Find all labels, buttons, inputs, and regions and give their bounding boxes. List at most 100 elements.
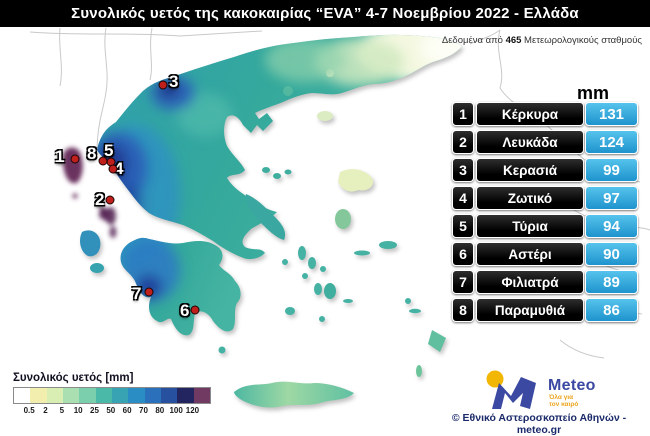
logo-m-icon: [492, 377, 536, 409]
value-cell: 94: [585, 214, 638, 238]
colorbar-segment: [79, 388, 96, 403]
logo-tagline-line1: Όλα για: [549, 394, 574, 401]
coastal-purple-zone: [106, 207, 116, 225]
colorbar-segment: [111, 388, 129, 403]
value-cell: 131: [585, 102, 638, 126]
paxi-island: [72, 193, 78, 199]
ikaria-island: [354, 250, 370, 256]
legend-tick: 5: [59, 406, 65, 415]
rank-cell: 1: [452, 102, 474, 126]
legend-ticks: 0.5 2 5 10 25 50 60 70 80 100 120: [13, 404, 217, 415]
station-name-cell: Φιλιατρά: [476, 270, 584, 294]
legend-tick: 100: [169, 406, 183, 415]
station-name-cell: Τύρια: [476, 214, 584, 238]
landmass-group: [80, 34, 462, 408]
table-row: 5 Τύρια 94: [452, 214, 642, 238]
milos-island: [285, 307, 295, 315]
colorbar-segment: [160, 388, 178, 403]
station-marker-label: 7: [132, 284, 142, 303]
chios-island: [335, 209, 351, 229]
title-bar: Συνολικός υετός της κακοκαιρίας “EVA” 4-…: [0, 0, 650, 27]
rank-table: 1 Κέρκυρα 131 2 Λευκάδα 124 3 Κερασιά 99…: [452, 102, 642, 326]
colorbar-segment: [128, 388, 145, 403]
station-marker-dot: [190, 305, 200, 315]
station-marker-label: 2: [95, 190, 105, 209]
data-source-note: Δεδομένα από 465 Μετεωρολογικούς σταθμού…: [442, 35, 642, 46]
table-row: 2 Λευκάδα 124: [452, 130, 642, 154]
legend-tick: 80: [155, 406, 165, 415]
syros-island: [302, 273, 308, 279]
station-marker-label: 6: [180, 301, 190, 320]
logo-yellow-dot: [486, 370, 504, 388]
station-marker-label: 8: [87, 144, 97, 163]
station-count: 465: [505, 35, 522, 46]
colorbar-segment: [144, 388, 161, 403]
data-source-prefix: Δεδομένα από: [441, 35, 506, 46]
kalymnos-island: [405, 298, 411, 304]
rank-cell: 2: [452, 130, 474, 154]
logo-tagline: Όλα για τον καιρό: [549, 394, 578, 408]
legend-tick: 10: [73, 406, 83, 415]
legend-tick: 0.5: [23, 406, 35, 415]
sporades-island: [284, 169, 292, 175]
table-row: 6 Αστέρι 90: [452, 242, 642, 266]
naxos-island: [324, 283, 336, 299]
station-marker-dot: [144, 287, 154, 297]
colorbar-segment: [46, 388, 63, 403]
colorbar-segment: [95, 388, 112, 403]
value-cell: 90: [585, 242, 638, 266]
mykonos-island: [320, 266, 326, 272]
colorbar-segment: [30, 388, 47, 403]
santorini-island: [319, 316, 325, 322]
unit-header: mm: [576, 83, 609, 103]
station-marker-dot: [105, 195, 115, 205]
table-row: 8 Παραμυθιά 86: [452, 298, 642, 322]
station-marker-label: 5: [104, 141, 114, 160]
colorbar-segment: [193, 388, 210, 403]
station-marker-dot: [158, 80, 168, 90]
station-marker-dot: [108, 164, 118, 174]
kos-island: [409, 308, 421, 314]
crete-island: [234, 381, 354, 408]
value-cell: 89: [585, 270, 638, 294]
lesbos-island: [338, 169, 374, 192]
corfu-island: [62, 147, 83, 184]
amorgos-island: [343, 299, 353, 303]
station-marker-dot: [70, 154, 80, 164]
zakynthos-island: [90, 263, 104, 273]
value-cell: 97: [585, 186, 638, 210]
station-name-cell: Κέρκυρα: [476, 102, 584, 126]
rainfall-intensity-overlay: [97, 34, 462, 302]
legend-tick: 120: [185, 406, 200, 415]
legend-title: Συνολικός υετός [mm]: [13, 372, 134, 384]
colorbar-segment: [14, 388, 31, 403]
value-cell: 86: [585, 298, 638, 322]
euboea-island: [245, 194, 286, 240]
coastal-purple-zone: [109, 226, 117, 238]
legend: Συνολικός υετός [mm] 0.5 2 5 10 25 50 60…: [13, 372, 217, 415]
copyright: © Εθνικό Αστεροσκοπείο Αθηνών - meteo.gr: [451, 412, 627, 436]
tinos-island: [308, 257, 316, 269]
colorbar-segment: [62, 388, 80, 403]
kea-island: [282, 259, 288, 265]
station-name-cell: Κερασιά: [476, 158, 584, 182]
table-row: 1 Κέρκυρα 131: [452, 102, 642, 126]
samos-island: [379, 241, 397, 249]
legend-tick: 2: [43, 406, 48, 415]
legend-tick: 25: [90, 406, 99, 415]
limnos-island: [317, 111, 333, 121]
meteo-logo: Meteo Όλα για τον καιρό: [484, 369, 634, 409]
station-marker-label: 4: [114, 159, 124, 178]
logo-wordmark: Meteo: [548, 377, 596, 394]
rank-cell: 8: [452, 298, 474, 322]
data-source-suffix: Μετεωρολογικούς σταθμούς: [521, 35, 642, 46]
karpathos-island: [416, 365, 422, 377]
station-name-cell: Ζωτικό: [476, 186, 584, 210]
station-marker-label: 3: [169, 72, 179, 91]
legend-tick: 50: [106, 406, 116, 415]
rank-cell: 3: [452, 158, 474, 182]
colorbar-segment: [177, 388, 194, 403]
page-title: Συνολικός υετός της κακοκαιρίας “EVA” 4-…: [71, 5, 579, 22]
legend-tick: 70: [139, 406, 148, 415]
